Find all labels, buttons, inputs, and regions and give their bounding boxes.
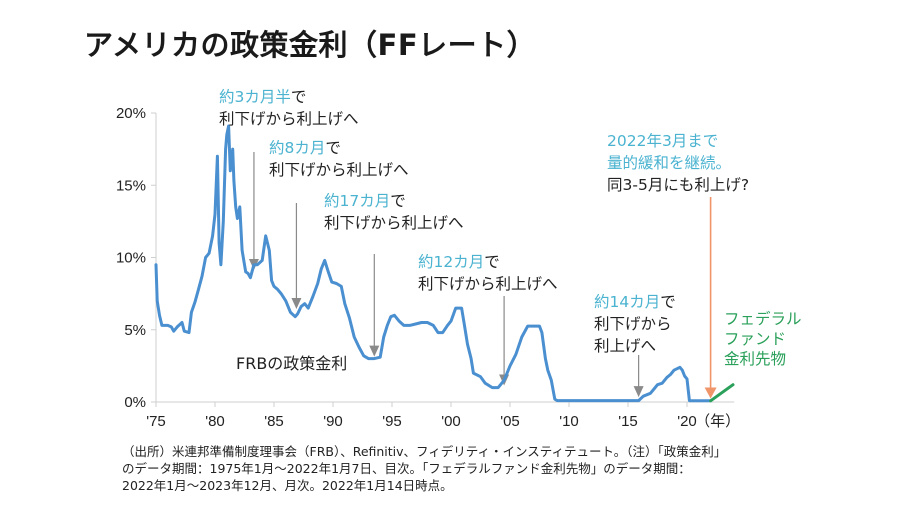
axes: 0% 5% 10% 15% 20% '75 '80 '85 '90 '95 '00 '05 '10 '15… bbox=[116, 105, 740, 430]
annotation-6-text: 同3-5月にも利上げ? bbox=[607, 176, 750, 194]
annotation-3-text1: で bbox=[390, 192, 406, 210]
futures-label-line2: ファンド bbox=[724, 330, 787, 348]
annotation-3-text2: 利下げから利上げへ bbox=[324, 214, 464, 232]
annotation-4-highlight: 約12カ月 bbox=[418, 253, 485, 271]
annotation-2-text1: で bbox=[325, 139, 341, 157]
annotation-3-highlight: 約17カ月 bbox=[324, 192, 391, 210]
series-line-fed-funds-futures bbox=[709, 383, 735, 403]
annotation-6: 2022年3月まで 量的緩和を継続。 同3-5月にも利上げ? bbox=[607, 130, 749, 196]
annotation-6-highlight1: 2022年3月まで bbox=[607, 132, 719, 150]
x-unit-label: （年） bbox=[695, 413, 740, 430]
annotation-arrowhead bbox=[291, 297, 302, 309]
x-tick-label: '95 bbox=[382, 413, 402, 430]
annotation-6-highlight2: 量的緩和を継続。 bbox=[607, 154, 732, 172]
y-tick-label: 5% bbox=[124, 322, 146, 339]
y-tick-label: 0% bbox=[124, 394, 146, 411]
x-tick-label: '85 bbox=[264, 413, 284, 430]
x-tick-label: '90 bbox=[323, 413, 343, 430]
annotation-arrowhead bbox=[369, 345, 380, 357]
annotation-1-text1: で bbox=[290, 88, 307, 106]
annotation-2-text2: 利下げから利上げへ bbox=[269, 161, 409, 179]
x-tick-label: '05 bbox=[500, 413, 520, 430]
annotation-3: 約17カ月で 利下げから利上げへ bbox=[324, 190, 464, 234]
annotation-arrows bbox=[248, 152, 717, 399]
annotation-arrowhead bbox=[633, 386, 644, 398]
futures-label: フェデラル ファンド 金利先物 bbox=[724, 309, 802, 369]
source-line-2: のデータ期間：1975年1月～2022年1月7日、目次。「フェデラルファンド金利… bbox=[122, 461, 691, 476]
chart-title: アメリカの政策金利（FFレート） bbox=[84, 28, 537, 62]
series-line-frb-policy-rate bbox=[154, 124, 713, 403]
x-tick-label: '15 bbox=[618, 413, 638, 430]
annotation-1-highlight: 約3カ月半 bbox=[219, 88, 291, 106]
futures-label-line1: フェデラル bbox=[724, 310, 802, 328]
frb-policy-rate-label: FRBの政策金利 bbox=[236, 354, 348, 373]
source-line-1: （出所）米連邦準備制度理事会（FRB）、Refinitiv、フィデリティ・インス… bbox=[122, 444, 727, 459]
annotation-5-text3: 利上げへ bbox=[594, 337, 657, 355]
annotation-4-text1: で bbox=[484, 253, 500, 271]
y-tick-label: 10% bbox=[116, 250, 146, 267]
annotation-5-text2: 利下げから bbox=[594, 315, 672, 333]
annotation-2: 約8カ月で 利下げから利上げへ bbox=[269, 137, 409, 181]
annotation-arrowhead bbox=[704, 387, 717, 399]
annotation-2-highlight: 約8カ月 bbox=[269, 139, 326, 157]
x-tick-label: '10 bbox=[559, 413, 579, 430]
x-tick-label: '75 bbox=[146, 413, 166, 430]
annotation-4: 約12カ月で 利下げから利上げへ bbox=[418, 251, 558, 295]
annotation-1-text2: 利下げから利上げへ bbox=[219, 110, 359, 128]
x-tick-label: '20 bbox=[677, 413, 697, 430]
annotation-4-text2: 利下げから利上げへ bbox=[418, 275, 558, 293]
annotation-5: 約14カ月で 利下げから 利上げへ bbox=[594, 291, 676, 357]
annotation-1: 約3カ月半で 利下げから利上げへ bbox=[219, 86, 359, 130]
y-tick-label: 20% bbox=[116, 105, 146, 122]
source-line-3: 2022年1月～2023年12月、月次。2022年1月14日時点。 bbox=[122, 478, 453, 493]
x-tick-label: '00 bbox=[441, 413, 461, 430]
x-tick-label: '80 bbox=[205, 413, 225, 430]
y-tick-label: 15% bbox=[116, 177, 146, 194]
source-note: （出所）米連邦準備制度理事会（FRB）、Refinitiv、フィデリティ・インス… bbox=[122, 443, 802, 494]
annotation-5-text1: で bbox=[660, 293, 676, 311]
annotation-5-highlight: 約14カ月 bbox=[594, 293, 661, 311]
futures-label-line3: 金利先物 bbox=[724, 350, 787, 368]
series-lines bbox=[154, 124, 735, 403]
